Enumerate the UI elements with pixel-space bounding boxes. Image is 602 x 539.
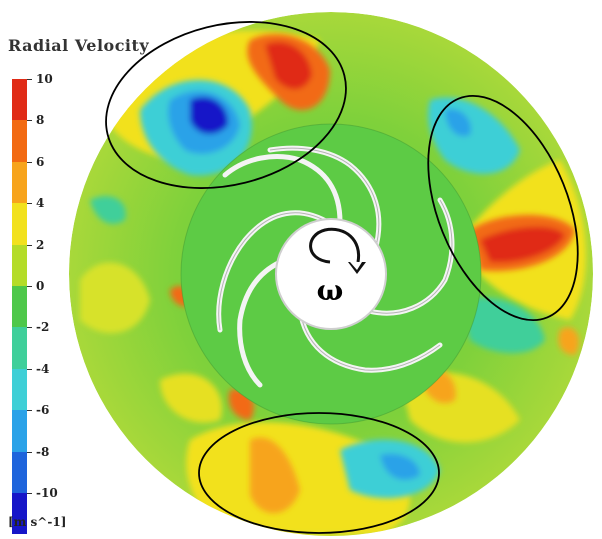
colorbar-segment [12, 79, 27, 121]
colorbar-tick-mark [27, 203, 32, 205]
colorbar-tick-label: -10 [36, 486, 58, 500]
blade [222, 154, 343, 225]
omega-label: ω [317, 274, 344, 307]
colorbar-segment [12, 120, 27, 162]
legend-unit: [m s^-1] [8, 515, 67, 529]
colorbar-segment [12, 492, 27, 535]
colorbar-tick-label: -6 [36, 403, 50, 418]
velocity-field [69, 12, 593, 536]
colorbar-segment [12, 368, 27, 411]
colorbar-tick-mark [27, 410, 32, 412]
colorbar-tick-mark [27, 493, 32, 494]
colorbar-tick-mark [27, 244, 32, 246]
colorbar-tick-mark [27, 161, 32, 163]
highlight-ellipse-right [427, 95, 579, 321]
colorbar-segment [12, 161, 27, 204]
colorbar-tick-label: 6 [36, 154, 45, 169]
negative-regions [90, 80, 545, 499]
colorbar-segment [12, 410, 27, 452]
colorbar-tick-mark [27, 327, 32, 329]
rotation-arrow-icon [309, 227, 366, 274]
colorbar [12, 79, 27, 535]
legend-title: Radial Velocity [8, 36, 150, 55]
colorbar-tick-label: -4 [36, 361, 50, 376]
highlight-ellipse-bottom [198, 412, 440, 534]
colorbar-tick-label: 10 [36, 72, 53, 86]
colorbar-tick-label: 0 [36, 279, 45, 293]
colorbar-tick-label: 2 [36, 237, 45, 252]
colorbar-tick-label: -8 [36, 444, 50, 459]
colorbar-tick-label: -2 [36, 320, 50, 335]
colorbar-tick-mark [27, 368, 32, 370]
blade [237, 257, 288, 388]
highlight-ellipses [105, 21, 579, 534]
colorbar-tick-mark [27, 286, 32, 287]
highlight-ellipse-top-left [105, 21, 347, 189]
colorbar-tick-mark [27, 451, 32, 453]
colorbar-segment [12, 327, 27, 369]
colorbar-tick-label: 4 [36, 196, 45, 211]
colorbar-tick-label: 8 [36, 113, 45, 128]
colorbar-segment [12, 244, 27, 286]
colorbar-segment [12, 285, 27, 328]
colorbar-tick-mark [27, 79, 32, 80]
colorbar-segment [12, 203, 27, 245]
colorbar-segment [12, 451, 27, 493]
colorbar-tick-mark [27, 120, 32, 122]
